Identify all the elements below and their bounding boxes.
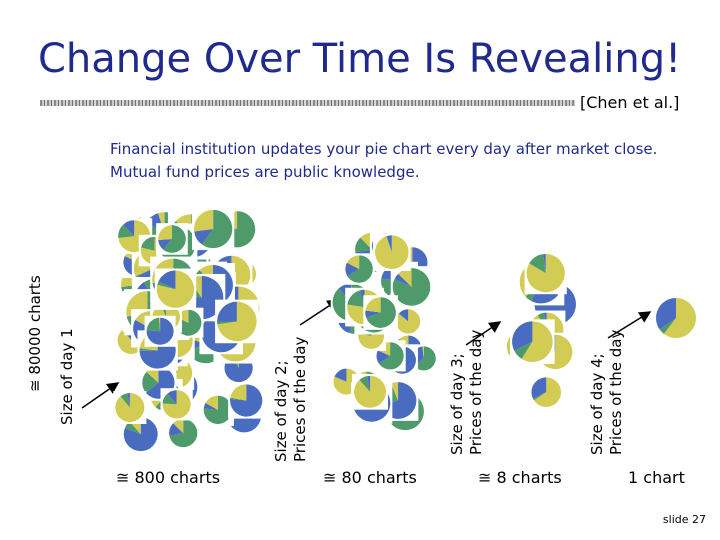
pie-thumbnail-59: [154, 268, 197, 310]
page-title: Change Over Time Is Revealing!: [38, 36, 682, 82]
pie-thumbnail-87: [352, 373, 388, 410]
pie-thumbnail-90: [343, 253, 375, 285]
left-size-label: Size of day 1: [58, 328, 76, 425]
stage-2-label-line-2: Prices of the day: [467, 329, 485, 455]
pie-thumbnail-5: [167, 416, 200, 450]
pie-thumbnail-62: [156, 223, 188, 255]
title-divider: [40, 100, 575, 106]
description-line-2: Mutual fund prices are public knowledge.: [110, 163, 420, 181]
pie-cluster-group: [113, 207, 698, 454]
pie-thumbnail-61: [144, 315, 176, 347]
citation: [Chen et al.]: [580, 93, 680, 112]
stage-2-count: ≅ 80 charts: [323, 468, 417, 487]
stage-3-count: ≅ 8 charts: [478, 468, 562, 487]
arrow-3: [465, 321, 502, 346]
stage-1-label-line-2: Prices of the day: [291, 336, 309, 462]
pie-final: [654, 296, 698, 340]
slide-number: slide 27: [662, 513, 706, 526]
pie-thumbnail-60: [192, 207, 235, 251]
stage-1-label: Size of day 2; Prices of the day: [272, 337, 310, 462]
pie-thumbnail-52: [228, 382, 265, 419]
arrow-1: [81, 382, 120, 409]
pie-thumbnail-95: [524, 251, 567, 295]
pie-thumbnail-99: [510, 319, 555, 364]
arrow-4: [607, 311, 652, 339]
pie-thumbnail-89: [363, 295, 398, 330]
pie-thumbnail-88: [372, 233, 411, 271]
description-line-1: Financial institution updates your pie c…: [110, 140, 658, 158]
stage-1-label-line-1: Size of day 2;: [272, 360, 290, 462]
pie-thumbnail-70: [393, 307, 423, 336]
stage-3-label: Size of day 4; Prices of the day: [588, 330, 626, 455]
pie-thumbnail-39: [116, 218, 153, 255]
left-count-label: ≅ 80000 charts: [26, 275, 44, 392]
pie-thumbnail-98: [529, 375, 563, 409]
stage-2-label-line-1: Size of day 3;: [448, 353, 466, 455]
description: Financial institution updates your pie c…: [110, 138, 657, 184]
stage-1-count: ≅ 800 charts: [116, 468, 221, 487]
pie-thumbnail-57: [113, 390, 147, 424]
stage-3-label-line-1: Size of day 4;: [588, 353, 606, 455]
stage-2-label: Size of day 3; Prices of the day: [448, 330, 486, 455]
stage-4-count: 1 chart: [628, 468, 685, 487]
stage-3-label-line-2: Prices of the day: [607, 329, 625, 455]
pie-thumbnail-50: [215, 299, 259, 344]
pie-thumbnail-48: [160, 388, 193, 421]
